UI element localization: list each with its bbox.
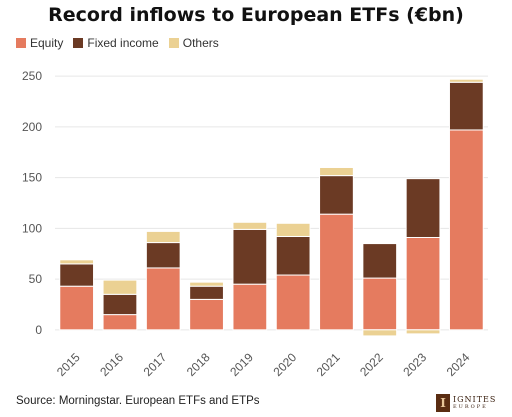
x-tick-label-2019: 2019: [227, 350, 256, 379]
y-tick-label-200: 200: [22, 120, 42, 134]
bar-fixed-income-2020: [275, 235, 311, 276]
bar-equity-2017: [145, 267, 181, 331]
legend-label-fixed-income: Fixed income: [87, 36, 159, 50]
legend-swatch-others: [168, 38, 179, 48]
ignites-europe-logo: I IGNITES EUROPE: [436, 392, 508, 414]
y-tick-label-0: 0: [35, 323, 42, 337]
bar-fixed-income-2018: [189, 285, 224, 300]
bar-others-2024: [448, 78, 484, 83]
legend-label-equity: Equity: [30, 36, 64, 50]
y-tick-label-50: 50: [29, 272, 43, 286]
bar-fixed-income-2019: [232, 228, 268, 285]
legend-item-fixed-income: Fixed income: [73, 36, 159, 50]
x-tick-label-2024: 2024: [444, 350, 473, 379]
logo-mark-icon: I: [436, 394, 450, 412]
x-tick-label-2016: 2016: [97, 350, 126, 379]
bar-fixed-income-2022: [362, 243, 398, 279]
bar-others-2020: [275, 222, 311, 237]
logo-name: IGNITES: [453, 395, 497, 404]
x-tick-label-2017: 2017: [141, 350, 170, 379]
bar-equity-2019: [232, 283, 268, 331]
y-tick-label-100: 100: [22, 221, 42, 235]
legend-swatch-equity: [16, 38, 26, 48]
bar-fixed-income-2017: [145, 242, 181, 269]
bar-others-2015: [59, 259, 95, 265]
bar-equity-2015: [59, 285, 95, 331]
bar-fixed-income-2016: [102, 293, 138, 316]
x-tick-label-2015: 2015: [54, 350, 83, 379]
x-tick-label-2023: 2023: [400, 350, 429, 379]
bar-fixed-income-2024: [448, 81, 484, 131]
bar-others-2023: [405, 329, 441, 335]
bar-others-2017: [145, 230, 181, 244]
bar-equity-2021: [319, 213, 354, 331]
bar-fixed-income-2023: [405, 178, 441, 238]
x-tick-label-2022: 2022: [357, 350, 386, 379]
source-note: Source: Morningstar. European ETFs and E…: [16, 395, 260, 407]
bar-others-2016: [102, 279, 138, 295]
chart-legend: Equity Fixed income Others: [16, 36, 219, 50]
bar-others-2018: [189, 281, 224, 287]
bar-equity-2016: [102, 314, 138, 331]
bar-others-2022: [362, 329, 398, 337]
bar-fixed-income-2021: [319, 175, 354, 215]
legend-item-equity: Equity: [16, 36, 63, 50]
bar-equity-2020: [275, 274, 311, 331]
x-tick-label-2018: 2018: [184, 350, 213, 379]
x-tick-label-2021: 2021: [314, 350, 343, 379]
legend-swatch-fixed-income: [73, 38, 84, 48]
x-tick-label-2020: 2020: [270, 350, 299, 379]
y-tick-label-150: 150: [22, 171, 42, 185]
logo-text: IGNITES EUROPE: [453, 396, 496, 410]
bar-equity-2023: [405, 236, 441, 331]
bar-equity-2018: [189, 298, 224, 331]
y-tick-label-250: 250: [22, 69, 42, 83]
bar-others-2019: [232, 221, 268, 230]
bar-equity-2024: [448, 129, 484, 331]
legend-label-others: Others: [182, 36, 219, 50]
bar-equity-2022: [362, 277, 398, 331]
legend-item-others: Others: [168, 36, 219, 50]
bar-fixed-income-2015: [59, 263, 95, 287]
bar-others-2021: [319, 166, 354, 177]
logo-subtext: EUROPE: [453, 404, 488, 410]
chart-title: Record inflows to European ETFs (€bn): [48, 4, 464, 26]
